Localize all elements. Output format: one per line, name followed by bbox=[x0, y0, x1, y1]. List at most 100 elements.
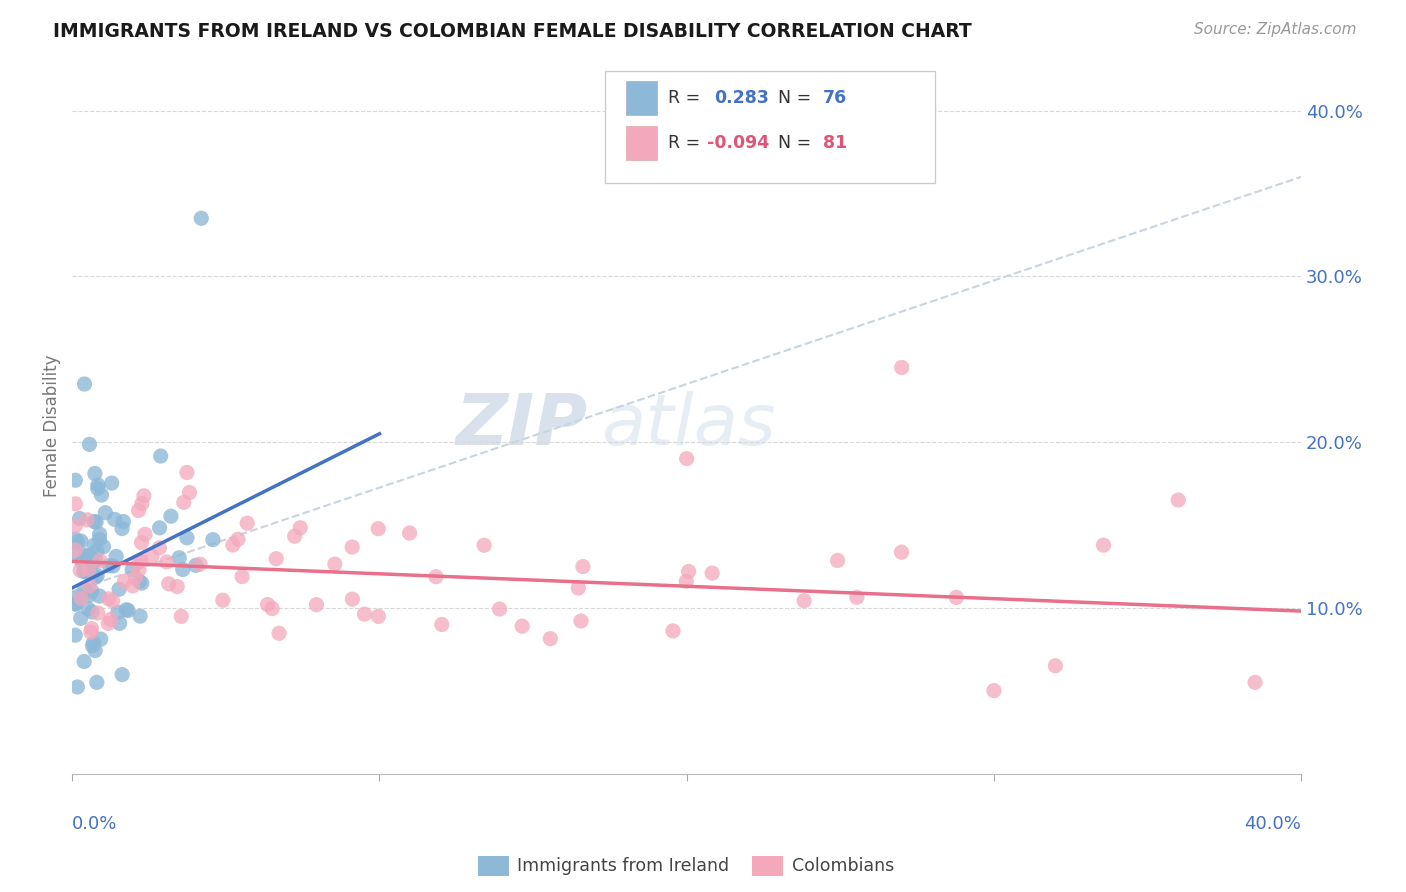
Point bbox=[131, 497, 153, 511]
Point bbox=[157, 576, 180, 591]
Point bbox=[73, 377, 96, 392]
Text: Colombians: Colombians bbox=[792, 857, 894, 875]
Text: ZIP: ZIP bbox=[456, 391, 588, 460]
Point bbox=[77, 562, 100, 576]
Point bbox=[82, 639, 104, 653]
Point bbox=[87, 478, 110, 492]
Point bbox=[569, 614, 592, 628]
Point bbox=[323, 557, 346, 571]
Point bbox=[572, 559, 595, 574]
Point bbox=[75, 565, 97, 579]
Point bbox=[89, 533, 111, 547]
Text: 76: 76 bbox=[823, 89, 846, 107]
Y-axis label: Female Disability: Female Disability bbox=[44, 354, 60, 497]
Text: N =: N = bbox=[778, 134, 811, 152]
Point bbox=[148, 541, 170, 555]
Point bbox=[430, 617, 453, 632]
Point bbox=[83, 636, 105, 650]
Point bbox=[82, 557, 104, 571]
Point bbox=[75, 549, 97, 563]
Point bbox=[90, 488, 112, 502]
Point bbox=[156, 555, 179, 569]
Point bbox=[89, 527, 111, 541]
Point bbox=[222, 538, 245, 552]
Point bbox=[267, 626, 290, 640]
Point bbox=[65, 532, 87, 546]
Point bbox=[264, 551, 287, 566]
Point bbox=[83, 467, 105, 481]
Point bbox=[80, 625, 103, 640]
Point bbox=[340, 540, 363, 554]
Point bbox=[80, 584, 103, 599]
Text: 0.283: 0.283 bbox=[714, 89, 769, 107]
Text: Source: ZipAtlas.com: Source: ZipAtlas.com bbox=[1194, 22, 1357, 37]
Point bbox=[89, 554, 111, 568]
Point bbox=[675, 574, 697, 589]
Point bbox=[983, 683, 1005, 698]
Point bbox=[678, 565, 700, 579]
Point bbox=[112, 574, 135, 589]
Point bbox=[100, 476, 122, 491]
Point bbox=[70, 555, 93, 569]
Point bbox=[567, 581, 589, 595]
Point bbox=[149, 449, 172, 463]
Point bbox=[86, 543, 108, 558]
Point bbox=[108, 616, 131, 631]
Point bbox=[108, 582, 131, 597]
Point bbox=[65, 628, 87, 642]
Point bbox=[69, 511, 91, 525]
Point bbox=[94, 506, 117, 520]
Point bbox=[65, 543, 87, 558]
Point bbox=[65, 473, 87, 487]
Point bbox=[124, 571, 146, 585]
Point bbox=[70, 589, 93, 603]
Point bbox=[77, 602, 100, 616]
Point bbox=[1244, 675, 1267, 690]
Point bbox=[184, 558, 207, 573]
Point bbox=[73, 582, 96, 596]
Point bbox=[488, 602, 510, 616]
Point bbox=[890, 545, 912, 559]
Point bbox=[97, 591, 120, 606]
Point bbox=[226, 533, 249, 547]
Point bbox=[890, 360, 912, 375]
Text: 40.0%: 40.0% bbox=[1244, 815, 1301, 833]
Point bbox=[305, 598, 328, 612]
Point bbox=[84, 553, 107, 567]
Point bbox=[66, 534, 89, 549]
Point bbox=[100, 612, 122, 626]
Point bbox=[132, 489, 155, 503]
Point bbox=[65, 597, 87, 611]
Point bbox=[128, 503, 150, 517]
Point bbox=[121, 562, 143, 576]
Point bbox=[87, 606, 110, 620]
Point bbox=[103, 512, 125, 526]
Point bbox=[86, 568, 108, 582]
Point bbox=[190, 211, 212, 226]
Point bbox=[84, 515, 107, 529]
Point bbox=[111, 522, 134, 536]
Point bbox=[112, 515, 135, 529]
Point bbox=[80, 605, 103, 619]
Point bbox=[107, 605, 129, 619]
Point bbox=[70, 591, 93, 606]
Point bbox=[128, 574, 150, 589]
Point bbox=[90, 632, 112, 646]
Point bbox=[66, 680, 89, 694]
Point bbox=[398, 526, 420, 541]
Point bbox=[101, 559, 124, 574]
Point bbox=[827, 553, 849, 567]
Point bbox=[702, 566, 724, 581]
Point bbox=[290, 521, 312, 535]
Point bbox=[173, 495, 195, 509]
Point bbox=[176, 466, 198, 480]
Point bbox=[98, 558, 121, 573]
Point bbox=[167, 550, 190, 565]
Point bbox=[84, 570, 107, 584]
Point bbox=[211, 593, 233, 607]
Point bbox=[69, 563, 91, 577]
Point bbox=[79, 559, 101, 574]
Text: atlas: atlas bbox=[600, 391, 775, 460]
Point bbox=[141, 549, 163, 564]
Text: R =: R = bbox=[668, 134, 700, 152]
